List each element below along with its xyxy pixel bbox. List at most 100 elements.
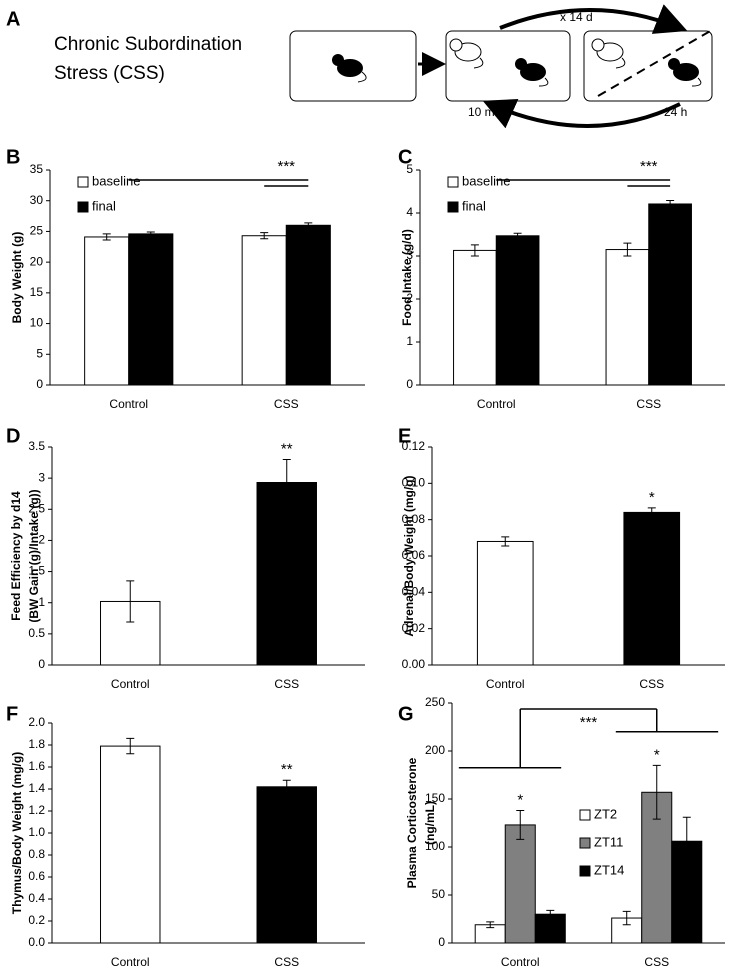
significance-label: * [654, 746, 660, 763]
bar [605, 249, 650, 386]
y-tick-label: 0.4 [28, 891, 45, 905]
x-tick-label: Control [111, 955, 150, 969]
x-tick-label: Control [109, 397, 148, 411]
error-bar [652, 764, 661, 820]
panel-letter: A [6, 8, 20, 30]
y-tick-label: 2 [406, 291, 413, 305]
y-axis-label: Thymus/Body Weight (mg/g) [10, 752, 24, 914]
error-bar [126, 737, 135, 755]
y-tick-label: 0.6 [28, 869, 45, 883]
legend-swatch [447, 201, 459, 213]
error-bar [516, 810, 525, 840]
panel-letter: D [6, 425, 20, 447]
mouse-black [332, 54, 367, 83]
bar [84, 236, 130, 386]
legend-label: baseline [462, 173, 510, 188]
y-tick-label: 250 [425, 695, 445, 709]
x-tick-label: Control [486, 677, 525, 691]
y-tick-label: 0.12 [402, 439, 426, 453]
y-tick-label: 1 [406, 334, 413, 348]
y-tick-label: 25 [30, 224, 44, 238]
y-tick-label: 1.0 [28, 825, 45, 839]
y-tick-label: 0.5 [28, 626, 45, 640]
x-tick-label: CSS [644, 955, 669, 969]
y-tick-label: 0 [438, 935, 445, 949]
error-bar [666, 200, 675, 208]
panel-title: Stress (CSS) [54, 63, 165, 84]
y-tick-label: 5 [406, 162, 413, 176]
y-tick-label: 0.0 [28, 935, 45, 949]
interval-label: 10 m [468, 105, 495, 119]
legend-swatch [579, 809, 591, 821]
error-bar [622, 910, 631, 926]
significance-label: * [649, 489, 655, 506]
legend-label: final [92, 198, 116, 213]
significance-label: ** [281, 761, 293, 778]
error-bar [546, 909, 555, 919]
panel-a: A Chronic Subordination Stress (CSS) x 1… [6, 4, 713, 129]
bar [476, 540, 534, 666]
error-bar [126, 580, 135, 623]
bracket-label: *** [277, 158, 295, 175]
y-tick-label: 4 [406, 205, 413, 219]
divider [597, 29, 713, 97]
error-bar [102, 233, 111, 241]
y-tick-label: 1.8 [28, 737, 45, 751]
bar [256, 482, 317, 666]
arrow [499, 4, 688, 34]
significance-label: * [517, 791, 523, 808]
error-bar [647, 507, 656, 518]
mouse-white [449, 38, 484, 69]
mouse-black [515, 58, 549, 87]
error-bar [486, 921, 495, 929]
y-tick-label: 3.5 [28, 439, 45, 453]
y-tick-label: 0.08 [402, 512, 426, 526]
y-tick-label: 2 [38, 533, 45, 547]
y-tick-label: 0.04 [402, 585, 426, 599]
x-tick-label: Control [501, 955, 540, 969]
y-tick-label: 35 [30, 162, 44, 176]
error-bar [282, 779, 291, 794]
arrow [482, 99, 681, 129]
y-tick-label: 200 [425, 743, 445, 757]
cage [445, 30, 571, 102]
panel-letter: F [6, 703, 18, 725]
y-tick-label: 1 [38, 595, 45, 609]
y-tick-label: 1.2 [28, 803, 45, 817]
y-tick-label: 30 [30, 193, 44, 207]
y-tick-label: 3 [38, 470, 45, 484]
y-axis-label: (ng/mL) [423, 801, 437, 845]
panel-letter: E [398, 425, 411, 447]
bracket-label: *** [580, 714, 598, 731]
bar [623, 511, 681, 666]
y-axis-label: Adrenal/Body Weight (mg/g) [402, 475, 416, 636]
y-tick-label: 0.02 [402, 621, 426, 635]
y-tick-label: 0 [406, 377, 413, 391]
y-tick-label: 3 [406, 248, 413, 262]
error-bar [260, 232, 269, 240]
y-tick-label: 2.5 [28, 501, 45, 515]
legend-label: baseline [92, 173, 140, 188]
bar [453, 249, 497, 386]
legend-label: final [462, 198, 486, 213]
y-tick-label: 100 [425, 839, 445, 853]
y-tick-label: 0.2 [28, 913, 45, 927]
y-tick-label: 1.4 [28, 781, 45, 795]
y-tick-label: 0.10 [402, 476, 426, 490]
y-tick-label: 1.6 [28, 759, 45, 773]
y-tick-label: 0.8 [28, 847, 45, 861]
y-tick-label: 20 [30, 254, 44, 268]
x-tick-label: Control [477, 397, 516, 411]
bar [285, 224, 331, 386]
error-bar [304, 222, 313, 229]
error-bar [282, 458, 291, 507]
x-tick-label: CSS [274, 955, 299, 969]
y-tick-label: 2.0 [28, 715, 45, 729]
legend-swatch [579, 837, 591, 849]
mouse-black [668, 58, 702, 87]
error-bar [501, 536, 510, 547]
error-bar [470, 244, 479, 257]
x-tick-label: CSS [636, 397, 661, 411]
y-tick-label: 0.00 [402, 657, 426, 671]
